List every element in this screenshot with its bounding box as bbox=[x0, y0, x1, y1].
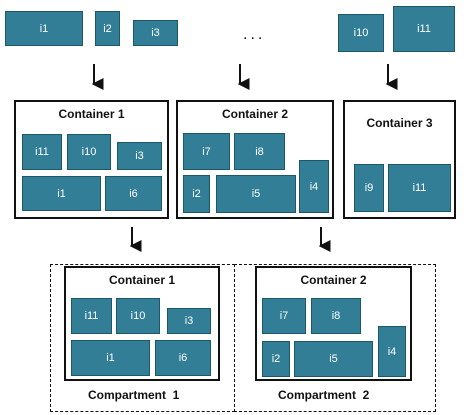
item-i3: i3 bbox=[117, 142, 162, 170]
top-item-i3: i3 bbox=[133, 20, 178, 46]
item-i5: i5 bbox=[216, 175, 296, 213]
compartment-1-container: Container 1 i11 i10 i3 i1 i6 bbox=[64, 266, 220, 381]
item-i2: i2 bbox=[262, 341, 290, 377]
item-i6: i6 bbox=[155, 340, 211, 376]
item-label: i4 bbox=[309, 180, 319, 193]
container-title: Container 2 bbox=[300, 273, 367, 287]
item-label: i10 bbox=[81, 146, 97, 158]
compartment-divider bbox=[234, 264, 235, 412]
item-label: i11 bbox=[35, 146, 49, 158]
item-i8: i8 bbox=[311, 298, 361, 334]
item-label: i4 bbox=[387, 345, 397, 358]
item-label: i11 bbox=[417, 23, 431, 35]
item-label: i10 bbox=[130, 310, 146, 322]
item-i10: i10 bbox=[116, 298, 160, 334]
compartment-label: Compartment 2 bbox=[278, 388, 370, 402]
item-label: i8 bbox=[255, 145, 264, 158]
item-i7: i7 bbox=[183, 133, 230, 170]
compartment-1 bbox=[50, 264, 235, 412]
item-label: i2 bbox=[271, 353, 281, 365]
item-i4: i4 bbox=[378, 326, 406, 377]
item-label: i6 bbox=[129, 187, 138, 200]
item-label: i3 bbox=[151, 27, 160, 39]
top-item-i11: i11 bbox=[393, 6, 455, 52]
top-item-i2: i2 bbox=[95, 11, 120, 46]
item-label: i7 bbox=[202, 145, 211, 158]
item-label: i2 bbox=[192, 188, 201, 200]
item-i11: i11 bbox=[388, 164, 451, 212]
item-label: i3 bbox=[135, 150, 144, 162]
item-i8: i8 bbox=[234, 133, 285, 170]
top-item-i1: i1 bbox=[5, 11, 83, 46]
item-label: i8 bbox=[331, 310, 341, 322]
item-i10: i10 bbox=[67, 134, 111, 170]
item-label: i11 bbox=[412, 182, 427, 194]
item-label: i1 bbox=[57, 187, 66, 200]
item-label: i7 bbox=[279, 310, 289, 322]
item-i7: i7 bbox=[262, 298, 306, 334]
container-title: Container 1 bbox=[58, 107, 125, 121]
container-2: Container 2 i7 i8 i2 i5 i4 bbox=[176, 100, 334, 219]
item-label: i2 bbox=[103, 22, 112, 35]
container-3: Container 3 i9 i11 bbox=[343, 100, 456, 219]
item-i11: i11 bbox=[22, 134, 62, 170]
item-label: i3 bbox=[184, 315, 194, 327]
item-i3: i3 bbox=[167, 308, 211, 334]
item-i6: i6 bbox=[105, 176, 162, 211]
item-label: i5 bbox=[251, 188, 261, 200]
item-i5: i5 bbox=[294, 341, 373, 377]
item-label: i1 bbox=[106, 352, 115, 364]
item-label: i1 bbox=[39, 22, 49, 35]
container-title: Container 1 bbox=[108, 273, 175, 287]
item-label: i6 bbox=[178, 352, 188, 364]
container-title: Container 3 bbox=[366, 116, 433, 130]
item-i1: i1 bbox=[71, 340, 150, 376]
compartment-label: Compartment 1 bbox=[88, 388, 180, 402]
item-i11: i11 bbox=[71, 298, 112, 334]
top-item-i10: i10 bbox=[338, 14, 384, 52]
item-i4: i4 bbox=[299, 160, 329, 213]
item-label: i10 bbox=[353, 27, 369, 39]
item-i2: i2 bbox=[183, 175, 210, 213]
item-label: i11 bbox=[84, 310, 99, 322]
container-1: Container 1 i11 i10 i3 i1 i6 bbox=[14, 100, 169, 219]
container-title: Container 2 bbox=[221, 107, 288, 121]
item-i1: i1 bbox=[22, 176, 101, 211]
item-label: i5 bbox=[329, 353, 338, 365]
item-label: i9 bbox=[364, 182, 374, 194]
ellipsis: ... bbox=[243, 26, 266, 43]
item-i9: i9 bbox=[354, 164, 384, 212]
compartment-2-container: Container 2 i7 i8 i2 i5 i4 bbox=[255, 266, 412, 381]
compartment-2 bbox=[234, 264, 436, 412]
